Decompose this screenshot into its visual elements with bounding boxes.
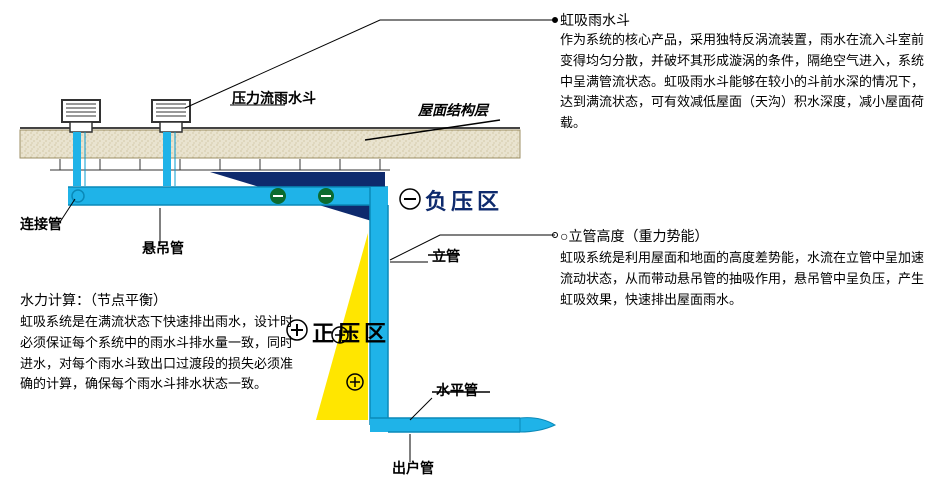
desc3-title: 水力计算：（节点平衡） (20, 290, 167, 311)
outlet-pipe-label: 出户管 (392, 458, 434, 479)
riser-pipe (370, 187, 388, 425)
pos-zone-label: 正压区 (312, 316, 390, 348)
desc1-title: 虹吸雨水斗 (560, 10, 630, 31)
leaders (60, 18, 558, 463)
desc3-body: 虹吸系统是在满流状态下快速排出雨水，设计时必须保证每个系统中的雨水斗排水量一致，… (20, 312, 300, 395)
neg-zone-label: 负压区 (425, 184, 503, 216)
riser-label: 立管 (432, 246, 460, 267)
desc1-body: 作为系统的核心产品，采用独特反涡流装置，雨水在流入斗室前变得均匀分散，并破坏其形… (560, 30, 930, 134)
roof-label: 屋面结构层 (418, 100, 488, 121)
neg-zone-circle (400, 189, 420, 209)
desc2-body: 虹吸系统是利用屋面和地面的高度差势能，水流在立管中呈加速流动状态，从而带动悬吊管… (560, 248, 930, 310)
desc2-title: ○立管高度（重力势能） (560, 226, 708, 247)
conn-pipe-label: 连接管 (20, 214, 62, 235)
horizontal-pipe (370, 418, 555, 432)
horiz-pipe-label: 水平管 (436, 380, 478, 401)
susp-pipe-label: 悬吊管 (142, 238, 184, 259)
roof-slab (20, 128, 520, 170)
suspended-pipe (68, 187, 388, 205)
hopper-label: 压力流雨水斗 (232, 88, 316, 109)
